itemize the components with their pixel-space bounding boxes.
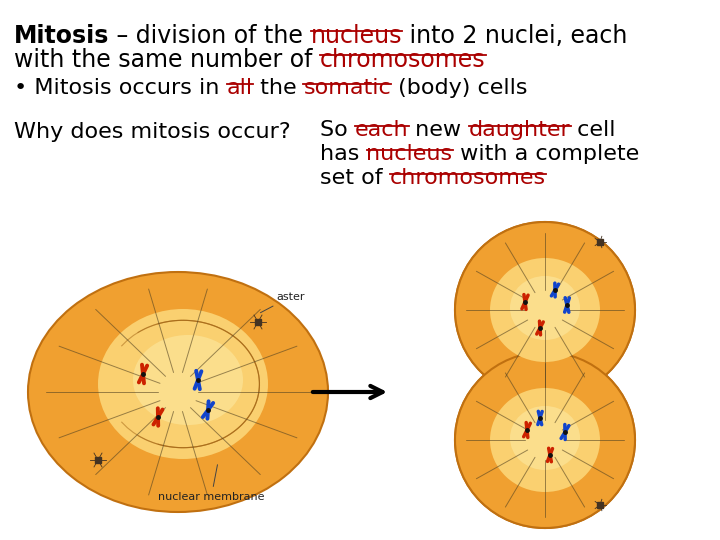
Ellipse shape bbox=[510, 276, 580, 340]
Ellipse shape bbox=[28, 272, 328, 512]
Ellipse shape bbox=[510, 406, 580, 470]
Text: Why does mitosis occur?: Why does mitosis occur? bbox=[14, 122, 291, 142]
Text: Mitosis: Mitosis bbox=[14, 24, 109, 48]
Text: (body) cells: (body) cells bbox=[391, 78, 528, 98]
Ellipse shape bbox=[490, 388, 600, 492]
Ellipse shape bbox=[455, 352, 635, 528]
Text: chromosomes: chromosomes bbox=[390, 168, 546, 188]
Text: all: all bbox=[227, 78, 253, 98]
Text: has: has bbox=[320, 144, 366, 164]
Text: with the same number of: with the same number of bbox=[14, 48, 320, 72]
Polygon shape bbox=[495, 370, 595, 380]
Text: nucleus: nucleus bbox=[366, 144, 453, 164]
Text: into 2 nuclei, each: into 2 nuclei, each bbox=[402, 24, 628, 48]
Ellipse shape bbox=[133, 335, 243, 425]
Ellipse shape bbox=[455, 352, 635, 528]
Text: nucleus: nucleus bbox=[311, 24, 402, 48]
Ellipse shape bbox=[455, 222, 635, 398]
Text: the: the bbox=[253, 78, 303, 98]
Text: nuclear membrane: nuclear membrane bbox=[158, 465, 264, 502]
Text: • Mitosis occurs in: • Mitosis occurs in bbox=[14, 78, 227, 98]
Ellipse shape bbox=[455, 222, 635, 398]
Text: new: new bbox=[408, 120, 469, 140]
Text: cell: cell bbox=[570, 120, 616, 140]
Ellipse shape bbox=[98, 309, 268, 459]
Ellipse shape bbox=[490, 258, 600, 362]
Text: So: So bbox=[320, 120, 355, 140]
Text: – division of the: – division of the bbox=[109, 24, 311, 48]
Text: each: each bbox=[355, 120, 408, 140]
Text: daughter: daughter bbox=[469, 120, 570, 140]
Text: with a complete: with a complete bbox=[453, 144, 639, 164]
Text: aster: aster bbox=[261, 292, 305, 313]
Text: chromosomes: chromosomes bbox=[320, 48, 485, 72]
Text: somatic: somatic bbox=[303, 78, 391, 98]
Text: set of: set of bbox=[320, 168, 390, 188]
